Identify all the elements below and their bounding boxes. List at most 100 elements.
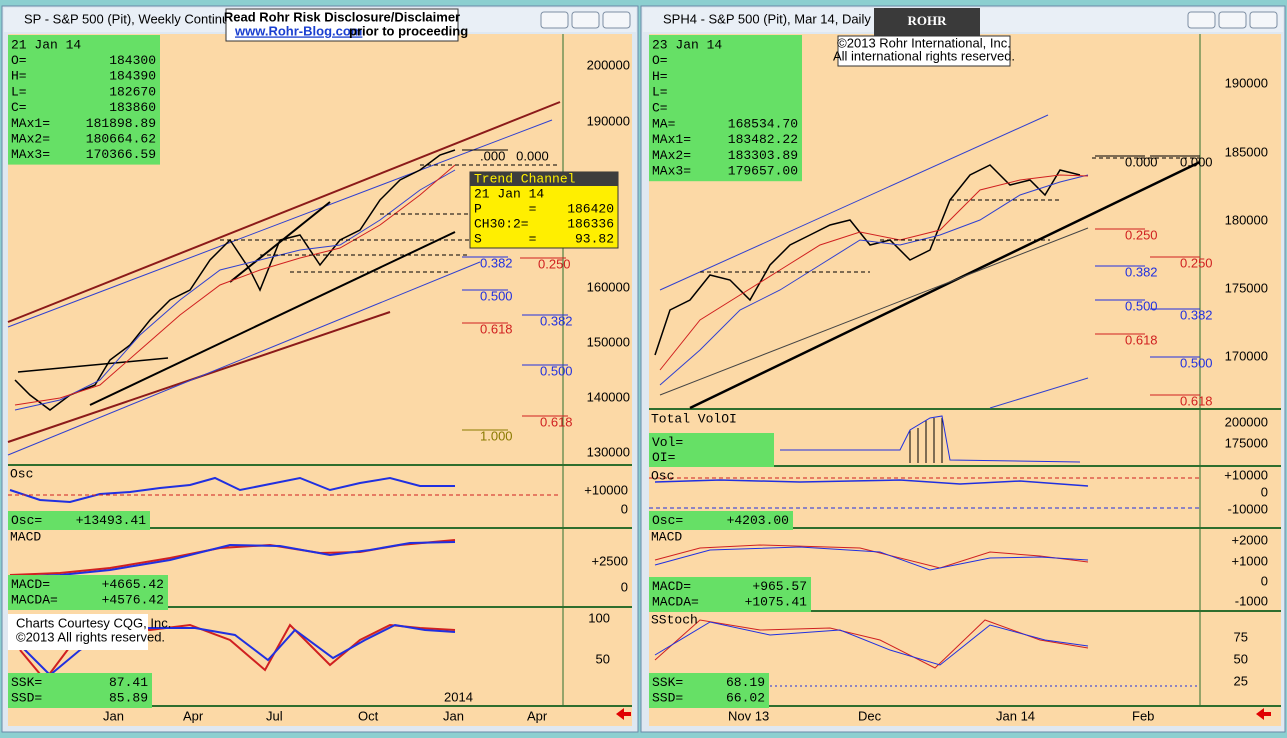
trend-channel-label: S =: [474, 231, 537, 246]
price-tick: 175000: [1225, 280, 1268, 295]
window-button-max[interactable]: [1218, 11, 1247, 29]
price-tick: 200000: [587, 57, 630, 72]
readout-value: 183860: [109, 100, 156, 115]
readout-date: 21 Jan 14: [11, 37, 81, 52]
fib-label: 0.618: [480, 321, 513, 336]
date-label: Jan: [103, 708, 124, 723]
readout-label: Vol=: [652, 435, 683, 450]
readout-box: [649, 511, 793, 530]
fib-label: 0.500: [1125, 298, 1158, 313]
fib-label: 0.500: [540, 363, 573, 378]
readout-box: [649, 35, 802, 182]
readout-label: MACDA=: [11, 593, 58, 608]
disclaimer-link[interactable]: www.Rohr-Blog.com: [234, 23, 362, 38]
window-title: SPH4 - S&P 500 (Pit), Mar 14, Daily: [663, 11, 871, 26]
fib-label: 0.618: [540, 414, 573, 429]
courtesy-box: [8, 614, 148, 650]
window-button-close[interactable]: [1249, 11, 1278, 29]
readout-label: MAx1=: [11, 116, 50, 131]
panel-name: Osc: [651, 468, 674, 483]
readout-value: 179657.00: [728, 164, 798, 179]
date-label: Oct: [358, 708, 379, 723]
window-title: SP - S&P 500 (Pit), Weekly Continuation: [24, 11, 257, 26]
courtesy-text: ©2013 All rights reserved.: [16, 629, 165, 644]
readout-value: 68.19: [726, 675, 765, 690]
date-label: Feb: [1132, 708, 1154, 723]
date-label: Dec: [858, 708, 882, 723]
fib-label: 0.250: [538, 256, 571, 271]
price-tick: 150000: [587, 334, 630, 349]
readout-value: 66.02: [726, 691, 765, 706]
fib-label: 0.000: [1180, 154, 1213, 169]
left-date-axis: [8, 706, 632, 726]
readout-label: MAx1=: [652, 132, 691, 147]
scroll-arrow[interactable]: [616, 708, 631, 720]
readout-value: 184300: [109, 53, 156, 68]
readout-label: H=: [11, 69, 27, 84]
trend-channel-value: 93.82: [575, 231, 614, 246]
sstoch-tick: 25: [1234, 673, 1248, 688]
readout-label: C=: [652, 101, 668, 116]
readout-box: [649, 433, 774, 467]
logo: ROHR: [908, 13, 948, 28]
readout-label: MA=: [652, 116, 676, 131]
readout-label: MAx2=: [11, 131, 50, 146]
window-button-close[interactable]: [602, 11, 631, 29]
readout-box: [8, 673, 152, 708]
readout-value: +4203.00: [727, 513, 789, 528]
osc-tick: 0: [621, 501, 628, 516]
readout-label: C=: [11, 100, 27, 115]
panel-name: Total VolOI: [651, 411, 737, 426]
trend-channel-date: 21 Jan 14: [474, 186, 544, 201]
fib-label: 0.500: [480, 288, 513, 303]
osc-tick: 0: [1261, 484, 1268, 499]
left-price-drawing: [7, 101, 561, 682]
fib-label: 0.382: [1180, 307, 1213, 322]
readout-label: OI=: [652, 450, 676, 465]
readout-value: +4576.42: [102, 593, 164, 608]
fib-label: 0.250: [1125, 227, 1158, 242]
readout-value: +13493.41: [76, 513, 146, 528]
readout-label: SSK=: [652, 675, 683, 690]
osc-tick: +10000: [584, 482, 628, 497]
trend-channel-header: [470, 172, 618, 186]
window-button-min[interactable]: [1187, 11, 1216, 29]
window-button-max[interactable]: [571, 11, 600, 29]
osc-tick: -10000: [1228, 501, 1268, 516]
readout-label: MAx3=: [652, 164, 691, 179]
price-tick: 180000: [1225, 212, 1268, 227]
panel-name: Osc: [10, 466, 33, 481]
fib-label: 0.618: [1180, 393, 1213, 408]
readout-label: MACDA=: [652, 595, 699, 610]
fib-label: .000 0.000: [480, 148, 549, 163]
macd-tick: 0: [1261, 573, 1268, 588]
window-button-min[interactable]: [540, 11, 569, 29]
date-label: Apr: [527, 708, 548, 723]
date-label: Apr: [183, 708, 204, 723]
readout-box: [649, 577, 811, 612]
readout-label: SSD=: [652, 691, 683, 706]
volume-tick: 200000: [1225, 414, 1268, 429]
readout-label: MAx3=: [11, 147, 50, 162]
readout-box: [8, 575, 168, 610]
readout-value: 85.89: [109, 691, 148, 706]
readout-label: O=: [652, 53, 668, 68]
price-tick: 190000: [1225, 75, 1268, 90]
readout-value: +965.57: [752, 579, 807, 594]
readout-label: SSD=: [11, 691, 42, 706]
readout-value: 183482.22: [728, 132, 798, 147]
scroll-arrow[interactable]: [1256, 708, 1271, 720]
trend-channel-title: Trend Channel: [474, 171, 576, 186]
readout-label: O=: [11, 53, 27, 68]
fib-label: 0.618: [1125, 332, 1158, 347]
fib-label: 0.382: [540, 313, 573, 328]
price-tick: 140000: [587, 389, 630, 404]
osc-tick: +10000: [1224, 467, 1268, 482]
readout-label: Osc=: [652, 513, 683, 528]
readout-label: SSK=: [11, 675, 42, 690]
readout-label: Osc=: [11, 513, 42, 528]
readout-value: 168534.70: [728, 116, 798, 131]
readout-box: [8, 35, 160, 165]
